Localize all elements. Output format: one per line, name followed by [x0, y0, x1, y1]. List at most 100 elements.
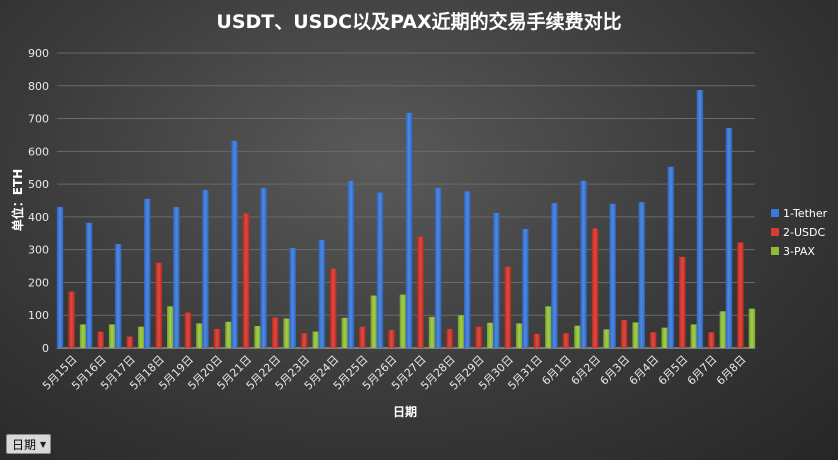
- bar-2-usdc: [417, 236, 424, 348]
- bar-1-tether: [347, 180, 355, 348]
- y-tick-label: 900: [28, 47, 49, 60]
- date-filter-button[interactable]: 日期 ▼: [6, 434, 52, 454]
- bar-2-usdc: [97, 331, 104, 348]
- bar-3-pax: [748, 308, 756, 348]
- bar-3-pax: [137, 326, 145, 348]
- legend-swatch: [771, 209, 779, 217]
- bar-1-tether: [551, 203, 558, 348]
- bar-2-usdc: [184, 312, 192, 348]
- bar-3-pax: [167, 306, 174, 348]
- x-tick-label: 6月8日: [714, 353, 749, 388]
- bar-1-tether: [260, 188, 267, 348]
- y-tick-label: 300: [28, 244, 49, 257]
- bar-3-pax: [545, 306, 552, 348]
- bar-1-tether: [289, 248, 296, 348]
- bar-1-tether: [725, 128, 733, 348]
- bar-1-tether: [696, 90, 704, 349]
- x-tick-label: 6月4日: [627, 353, 662, 388]
- bar-1-tether: [609, 203, 616, 348]
- bar-2-usdc: [620, 320, 628, 348]
- bar-2-usdc: [533, 333, 541, 348]
- chart-title: USDT、USDC以及PAX近期的交易手续费对比: [216, 10, 621, 33]
- bar-1-tether: [463, 191, 471, 348]
- bar-1-tether: [434, 188, 442, 348]
- y-axis-title: 单位：ETH: [10, 169, 25, 231]
- bar-3-pax: [196, 323, 203, 348]
- bar-3-pax: [457, 315, 465, 348]
- bar-1-tether: [173, 207, 180, 348]
- bar-3-pax: [690, 324, 698, 348]
- bar-1-tether: [580, 180, 587, 348]
- bar-3-pax: [108, 324, 116, 348]
- bar-1-tether: [144, 198, 151, 348]
- legend: 1-Tether 2-USDC 3-PAX: [771, 207, 828, 258]
- bar-3-pax: [516, 323, 523, 348]
- date-filter-label: 日期: [12, 437, 37, 452]
- bar-3-pax: [574, 325, 581, 348]
- bar-2-usdc: [242, 213, 250, 348]
- bar-1-tether: [318, 239, 326, 348]
- bar-3-pax: [661, 327, 668, 348]
- bar-1-tether: [231, 140, 238, 348]
- bar-2-usdc: [126, 336, 133, 348]
- bar-2-usdc: [446, 328, 453, 348]
- x-tick-label: 6月3日: [598, 353, 633, 388]
- bar-2-usdc: [562, 333, 570, 348]
- y-tick-label: 700: [28, 113, 49, 126]
- bar-1-tether: [56, 207, 64, 348]
- y-tick-label: 800: [28, 80, 49, 93]
- bar-2-usdc: [708, 332, 715, 348]
- bar-1-tether: [493, 212, 500, 348]
- bar-3-pax: [632, 322, 639, 348]
- bar-1-tether: [85, 222, 93, 348]
- bar-3-pax: [719, 311, 727, 348]
- legend-swatch: [771, 247, 779, 255]
- y-tick-label: 200: [28, 276, 49, 289]
- y-tick-label: 0: [42, 342, 49, 355]
- bar-3-pax: [225, 321, 232, 348]
- x-tick-label: 6月7日: [685, 353, 720, 388]
- bar-2-usdc: [330, 268, 337, 348]
- bar-3-pax: [283, 318, 290, 348]
- bar-1-tether: [638, 202, 645, 348]
- y-tick-label: 400: [28, 211, 49, 224]
- legend-label: 1-Tether: [783, 207, 828, 220]
- y-tick-label: 500: [28, 178, 49, 191]
- y-tick-label: 600: [28, 145, 49, 158]
- bar-1-tether: [667, 166, 675, 348]
- bar-2-usdc: [359, 326, 366, 348]
- bar-2-usdc: [475, 326, 482, 348]
- bar-3-pax: [312, 331, 319, 348]
- bar-1-tether: [376, 192, 384, 348]
- x-tick-label: 6月2日: [569, 353, 604, 388]
- bar-1-tether: [114, 244, 122, 348]
- bar-3-pax: [486, 322, 494, 348]
- legend-label: 3-PAX: [783, 245, 815, 258]
- legend-label: 2-USDC: [783, 226, 825, 239]
- bar-2-usdc: [737, 242, 744, 348]
- bar-3-pax: [341, 317, 349, 348]
- bar-2-usdc: [679, 256, 686, 348]
- legend-swatch: [771, 228, 779, 236]
- bar-3-pax: [370, 295, 378, 348]
- x-axis-ticks: 5月15日5月16日5月17日5月18日5月19日5月20日5月21日5月22日…: [40, 353, 749, 393]
- bar-3-pax: [399, 294, 407, 348]
- y-tick-label: 100: [28, 309, 49, 322]
- bar-3-pax: [428, 316, 436, 348]
- bar-1-tether: [522, 229, 529, 348]
- bar-2-usdc: [388, 329, 395, 348]
- bar-2-usdc: [300, 333, 308, 348]
- bar-3-pax: [254, 326, 261, 348]
- bar-3-pax: [79, 324, 87, 348]
- bar-2-usdc: [271, 317, 279, 348]
- bars: [56, 90, 756, 349]
- x-tick-label: 6月1日: [539, 353, 574, 388]
- bar-2-usdc: [68, 291, 75, 348]
- y-axis-ticks: 0 100 200 300 400 500 600 700 800 900: [28, 47, 49, 355]
- bar-2-usdc: [155, 262, 163, 348]
- chevron-down-icon: ▼: [40, 439, 47, 449]
- bar-3-pax: [603, 329, 610, 348]
- x-tick-label: 6月5日: [656, 353, 691, 388]
- bar-2-usdc: [591, 228, 599, 348]
